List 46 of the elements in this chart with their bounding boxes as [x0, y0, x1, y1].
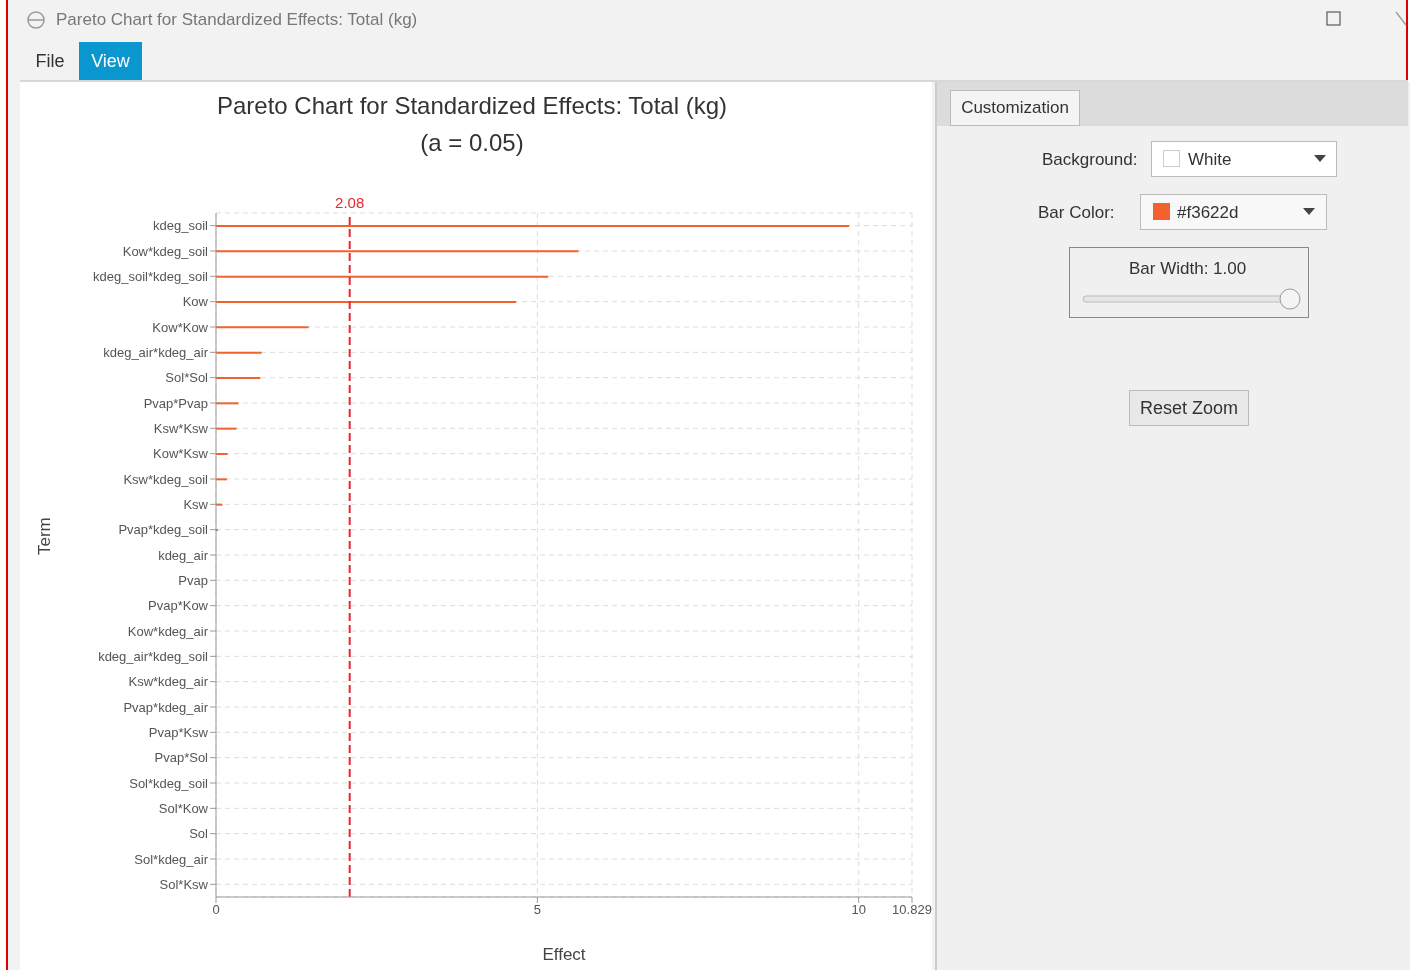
x-axis-title: Effect: [542, 945, 586, 964]
y-tick-label: Pvap*Pvap: [143, 395, 208, 411]
y-tick-label: kdeg_air*kdeg_air: [103, 344, 209, 360]
y-tick-label: Pvap: [178, 572, 208, 588]
y-tick-label: kdeg_soil: [153, 218, 209, 234]
y-tick-label: Pvap*kdeg_soil: [118, 522, 209, 538]
text: Reset Zoom: [1129, 390, 1249, 426]
x-tick-label: 0: [212, 902, 220, 918]
x-tick-label: 5: [533, 902, 541, 918]
y-tick-label: Kow*Kow: [152, 319, 209, 335]
y-tick-label: Kow*kdeg_soil: [122, 243, 209, 259]
y-tick-label: Sol*Kow: [158, 800, 209, 816]
x-tick-label: 10: [851, 902, 866, 918]
y-axis-title: Term: [35, 517, 55, 555]
y-tick-label: Pvap*Sol: [154, 750, 209, 766]
chart-subtitle: (a = 0.05): [419, 129, 525, 157]
y-tick-label: kdeg_soil*kdeg_soil: [93, 268, 209, 284]
y-tick-label: Ksw*kdeg_air: [128, 674, 209, 690]
y-tick-label: Ksw: [183, 496, 209, 512]
text: Bar Color:: [1038, 203, 1115, 223]
text: Customization: [950, 90, 1080, 126]
y-tick-label: Sol*Ksw: [159, 876, 209, 892]
y-tick-label: Pvap*Ksw: [148, 724, 209, 740]
y-tick-label: Sol*kdeg_soil: [129, 775, 209, 791]
y-tick-label: Pvap*kdeg_air: [123, 699, 209, 715]
x-tick-label: 10.829: [892, 902, 932, 918]
text: File: [34, 49, 66, 73]
y-tick-label: Ksw*kdeg_soil: [123, 471, 209, 487]
text: #f3622d: [1177, 203, 1239, 223]
text: Background:: [1042, 150, 1138, 170]
text: Bar Width: 1.00: [1129, 259, 1247, 279]
y-tick-label: kdeg_air: [158, 547, 209, 563]
y-tick-label: Kow*kdeg_air: [127, 623, 209, 639]
y-tick-label: Kow: [182, 294, 209, 310]
y-tick-label: Sol*kdeg_air: [134, 851, 209, 867]
y-tick-label: Kow*Ksw: [153, 446, 209, 462]
text: View: [79, 42, 142, 80]
y-tick-label: Sol*Sol: [165, 370, 209, 386]
ref-line-label: 2.08: [335, 194, 365, 211]
text: Pareto Chart for Standardized Effects: Total (kg): [56, 10, 418, 30]
y-tick-label: Pvap*Kow: [148, 598, 209, 614]
y-tick-label: kdeg_air*kdeg_soil: [98, 648, 209, 664]
y-tick-label: Sol: [189, 826, 209, 842]
y-tick-label: Ksw*Ksw: [153, 420, 209, 436]
chart-title: Pareto Chart for Standardized Effects: Total (kg): [215, 92, 728, 120]
text: White: [1188, 150, 1232, 170]
